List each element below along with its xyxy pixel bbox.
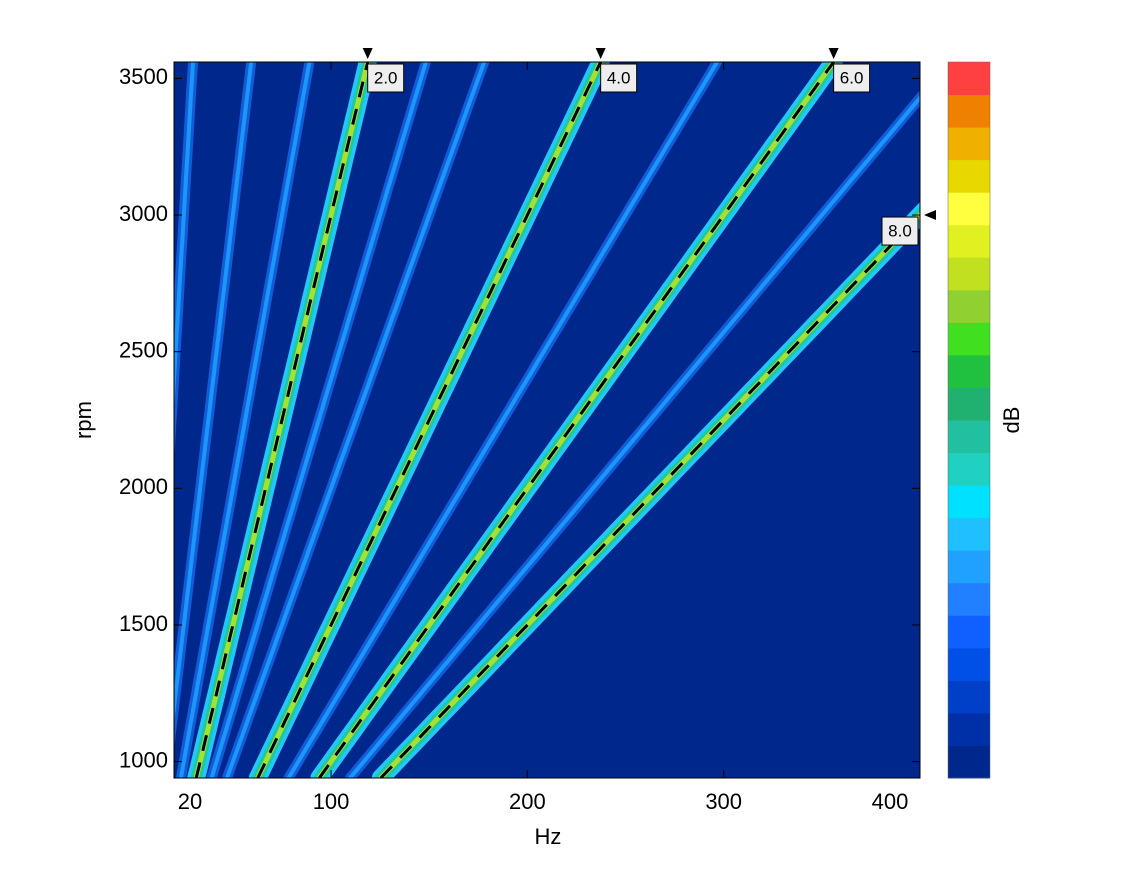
order-cursor	[256, 62, 603, 778]
x-tick-label: 400	[872, 789, 909, 814]
plot-frame	[173, 61, 921, 779]
order-label: 2.0	[374, 68, 398, 87]
order-marker	[924, 210, 936, 221]
x-tick-label: 100	[313, 789, 350, 814]
colorbar-band	[948, 257, 990, 291]
y-tick-label: 2500	[119, 337, 168, 362]
colorbar-band	[948, 62, 990, 96]
faint-order-track	[225, 62, 487, 778]
colorbar-band	[948, 387, 990, 421]
colorbar-band	[948, 712, 990, 746]
colorbar-band	[948, 159, 990, 193]
x-tick-label: 300	[705, 789, 742, 814]
faint-order-track	[174, 62, 254, 724]
colorbar-band	[948, 289, 990, 323]
colorbar-band	[948, 354, 990, 388]
colorbar-band	[948, 550, 990, 584]
colorbar-band	[948, 452, 990, 486]
colorbar-frame	[947, 61, 991, 779]
order-marker	[828, 48, 839, 59]
order-cursor	[318, 62, 835, 778]
colorbar-band	[948, 192, 990, 226]
order-label-box	[833, 63, 871, 93]
colorbar-band	[948, 680, 990, 714]
y-tick-label: 2000	[119, 474, 168, 499]
colorbar-band	[948, 615, 990, 649]
order-label-box	[367, 63, 405, 93]
colorbar-band	[948, 420, 990, 454]
colorbar-band	[948, 224, 990, 258]
colorbar-band	[948, 517, 990, 551]
order-label: 8.0	[888, 222, 912, 241]
y-tick-label: 1000	[119, 747, 168, 772]
order-label-box	[600, 63, 638, 93]
faint-order-track	[178, 62, 312, 778]
order-label: 6.0	[840, 68, 864, 87]
colorbar-band	[948, 647, 990, 681]
x-axis-title: Hz	[535, 824, 562, 849]
order-marker	[595, 48, 606, 59]
order-label-box	[881, 216, 919, 246]
order-label: 4.0	[607, 68, 631, 87]
order-marker	[362, 48, 373, 59]
colorbar-band	[948, 745, 990, 779]
colorbar-band	[948, 582, 990, 616]
colorbar-title: dB	[999, 407, 1024, 434]
y-tick-label: 3000	[119, 201, 168, 226]
faint-order-track	[348, 94, 920, 778]
colorbar-band	[948, 485, 990, 519]
x-tick-label: 200	[509, 789, 546, 814]
y-axis-title: rpm	[71, 401, 96, 439]
faint-order-track	[286, 62, 720, 778]
colorbar-band	[948, 127, 990, 161]
plot-area	[174, 62, 920, 778]
colorbar-band	[948, 322, 990, 356]
x-tick-label: 20	[178, 789, 202, 814]
faint-order-track	[174, 62, 195, 413]
colorbar-band	[948, 94, 990, 128]
y-tick-label: 1500	[119, 611, 168, 636]
order-track	[378, 211, 920, 778]
order-cursor	[194, 62, 370, 778]
faint-order-track	[209, 62, 428, 778]
y-tick-label: 3500	[119, 64, 168, 89]
